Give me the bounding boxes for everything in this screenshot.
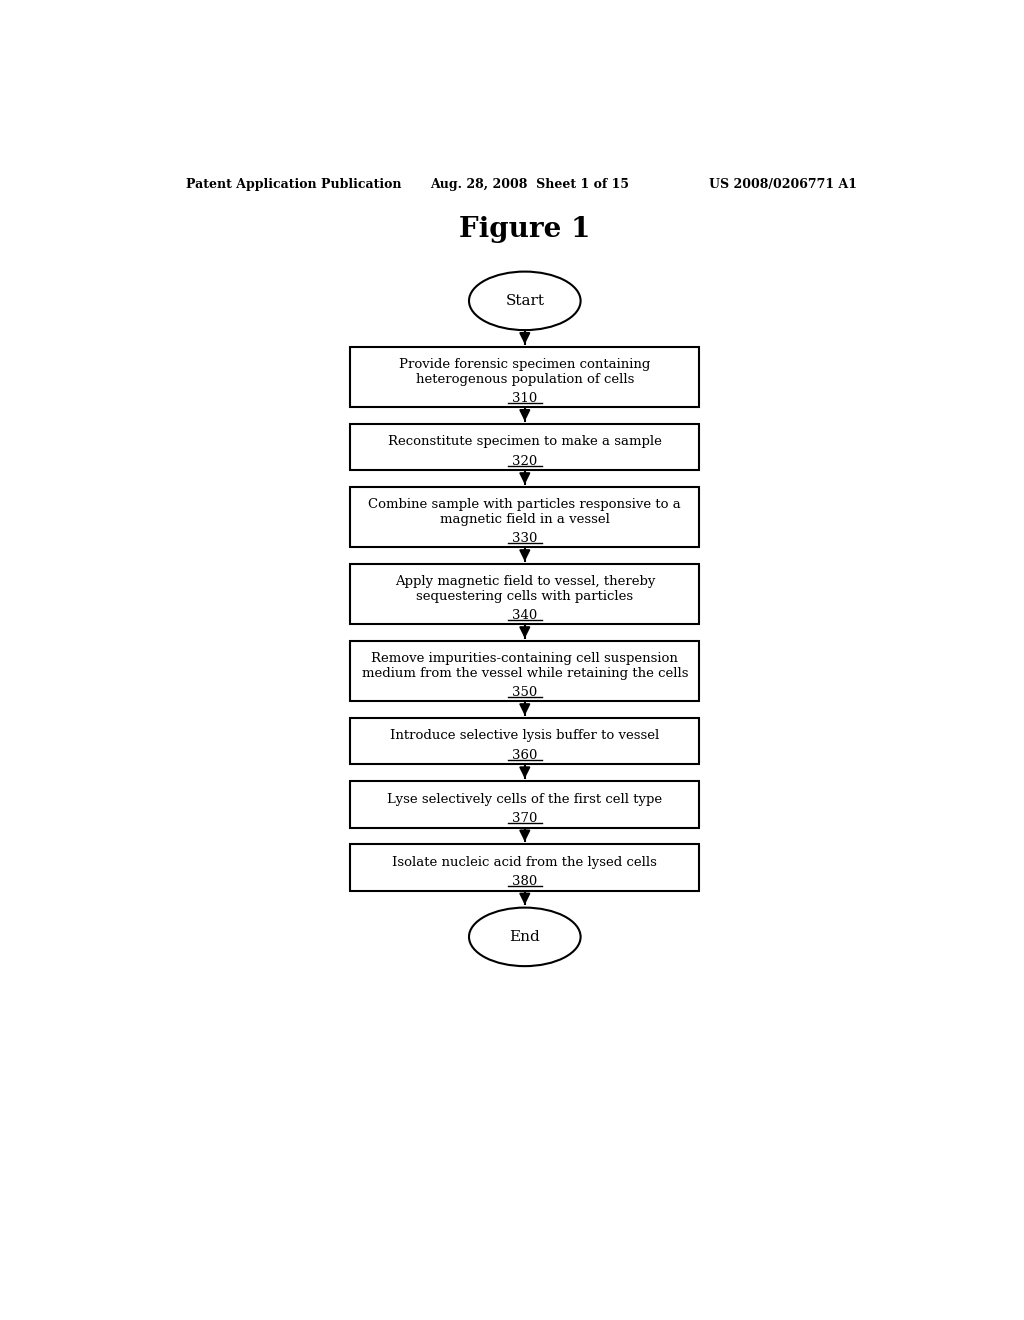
- Text: Remove impurities-containing cell suspension
medium from the vessel while retain: Remove impurities-containing cell suspen…: [361, 652, 688, 680]
- Text: Start: Start: [505, 294, 545, 308]
- Text: Reconstitute specimen to make a sample: Reconstitute specimen to make a sample: [388, 436, 662, 449]
- Text: Apply magnetic field to vessel, thereby
sequestering cells with particles: Apply magnetic field to vessel, thereby …: [394, 574, 655, 603]
- FancyBboxPatch shape: [350, 718, 699, 764]
- Text: End: End: [509, 929, 541, 944]
- Text: Lyse selectively cells of the first cell type: Lyse selectively cells of the first cell…: [387, 792, 663, 805]
- Text: US 2008/0206771 A1: US 2008/0206771 A1: [710, 178, 857, 190]
- Text: 310: 310: [512, 392, 538, 405]
- Text: 340: 340: [512, 609, 538, 622]
- FancyBboxPatch shape: [350, 487, 699, 548]
- FancyBboxPatch shape: [350, 642, 699, 701]
- Text: Figure 1: Figure 1: [459, 216, 591, 243]
- Text: Provide forensic specimen containing
heterogenous population of cells: Provide forensic specimen containing het…: [399, 358, 650, 385]
- FancyBboxPatch shape: [350, 781, 699, 828]
- Text: 330: 330: [512, 532, 538, 545]
- Text: 320: 320: [512, 455, 538, 467]
- Text: Patent Application Publication: Patent Application Publication: [186, 178, 401, 190]
- Text: 370: 370: [512, 812, 538, 825]
- Text: 360: 360: [512, 748, 538, 762]
- Text: Combine sample with particles responsive to a
magnetic field in a vessel: Combine sample with particles responsive…: [369, 498, 681, 525]
- Text: Aug. 28, 2008  Sheet 1 of 15: Aug. 28, 2008 Sheet 1 of 15: [430, 178, 630, 190]
- Text: Isolate nucleic acid from the lysed cells: Isolate nucleic acid from the lysed cell…: [392, 855, 657, 869]
- FancyBboxPatch shape: [350, 424, 699, 470]
- Ellipse shape: [469, 272, 581, 330]
- Text: 350: 350: [512, 686, 538, 698]
- FancyBboxPatch shape: [350, 845, 699, 891]
- FancyBboxPatch shape: [350, 564, 699, 624]
- Text: Introduce selective lysis buffer to vessel: Introduce selective lysis buffer to vess…: [390, 730, 659, 742]
- Text: 380: 380: [512, 875, 538, 888]
- FancyBboxPatch shape: [350, 347, 699, 407]
- Ellipse shape: [469, 908, 581, 966]
